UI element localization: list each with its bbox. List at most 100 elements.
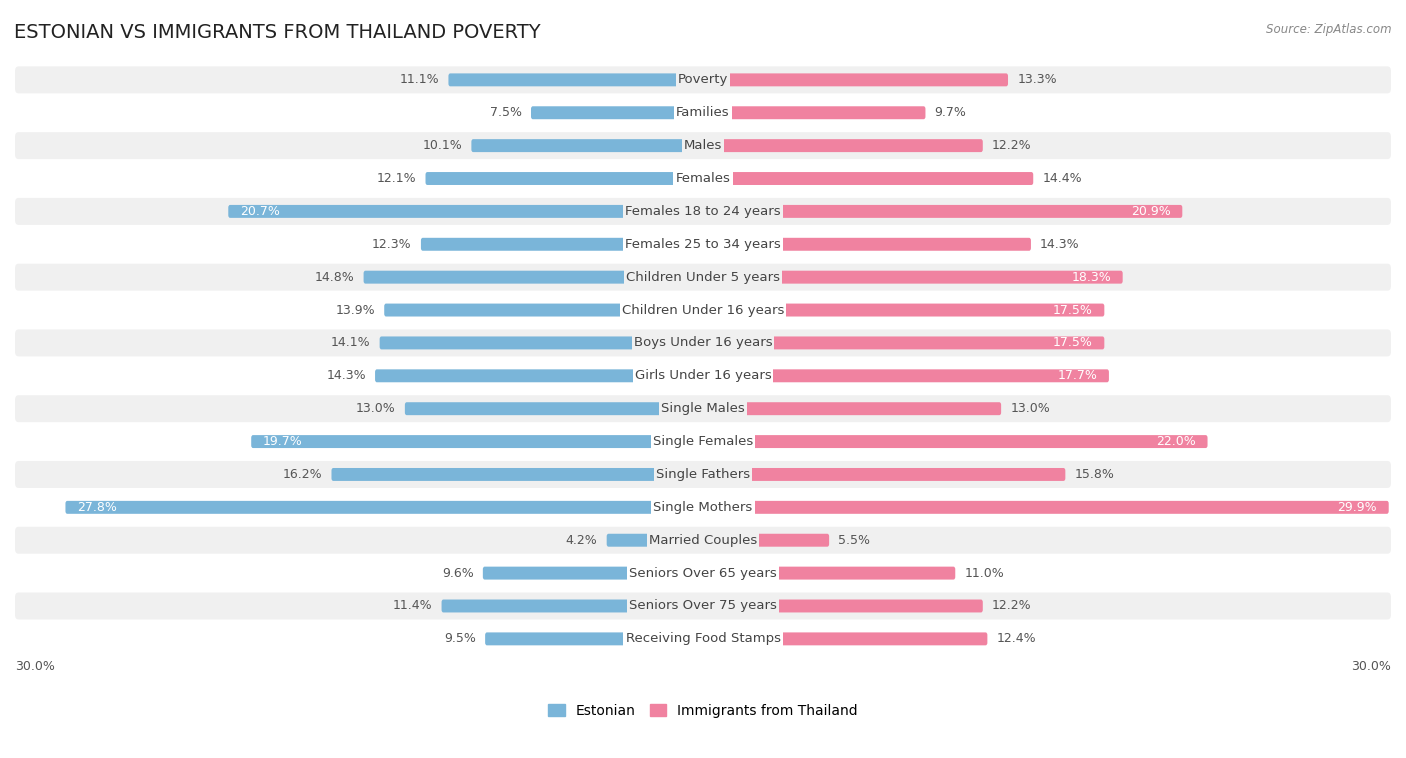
FancyBboxPatch shape xyxy=(426,172,703,185)
Text: 13.0%: 13.0% xyxy=(1011,402,1050,415)
Text: 7.5%: 7.5% xyxy=(489,106,522,119)
FancyBboxPatch shape xyxy=(703,205,1182,218)
Text: 14.1%: 14.1% xyxy=(330,337,370,349)
Text: Females 25 to 34 years: Females 25 to 34 years xyxy=(626,238,780,251)
FancyBboxPatch shape xyxy=(15,362,1391,390)
Text: 12.1%: 12.1% xyxy=(377,172,416,185)
Text: 18.3%: 18.3% xyxy=(1071,271,1111,283)
FancyBboxPatch shape xyxy=(482,567,703,580)
FancyBboxPatch shape xyxy=(420,238,703,251)
FancyBboxPatch shape xyxy=(15,395,1391,422)
Text: 12.2%: 12.2% xyxy=(993,139,1032,152)
FancyBboxPatch shape xyxy=(375,369,703,382)
Text: 13.9%: 13.9% xyxy=(336,303,375,317)
FancyBboxPatch shape xyxy=(15,198,1391,225)
Text: 30.0%: 30.0% xyxy=(15,660,55,673)
Text: 13.0%: 13.0% xyxy=(356,402,395,415)
FancyBboxPatch shape xyxy=(15,165,1391,192)
Text: 12.2%: 12.2% xyxy=(993,600,1032,612)
Text: 16.2%: 16.2% xyxy=(283,468,322,481)
FancyBboxPatch shape xyxy=(15,461,1391,488)
FancyBboxPatch shape xyxy=(332,468,703,481)
Text: 12.4%: 12.4% xyxy=(997,632,1036,645)
Text: Single Fathers: Single Fathers xyxy=(657,468,749,481)
Text: Males: Males xyxy=(683,139,723,152)
Text: Families: Families xyxy=(676,106,730,119)
FancyBboxPatch shape xyxy=(471,139,703,152)
FancyBboxPatch shape xyxy=(15,264,1391,290)
Text: Boys Under 16 years: Boys Under 16 years xyxy=(634,337,772,349)
FancyBboxPatch shape xyxy=(703,435,1208,448)
FancyBboxPatch shape xyxy=(15,230,1391,258)
FancyBboxPatch shape xyxy=(703,369,1109,382)
FancyBboxPatch shape xyxy=(703,238,1031,251)
Text: Females 18 to 24 years: Females 18 to 24 years xyxy=(626,205,780,218)
Text: 10.1%: 10.1% xyxy=(422,139,463,152)
Text: 9.5%: 9.5% xyxy=(444,632,477,645)
Text: 15.8%: 15.8% xyxy=(1074,468,1115,481)
FancyBboxPatch shape xyxy=(15,593,1391,619)
Text: 13.3%: 13.3% xyxy=(1017,74,1057,86)
FancyBboxPatch shape xyxy=(364,271,703,283)
Text: Children Under 5 years: Children Under 5 years xyxy=(626,271,780,283)
FancyBboxPatch shape xyxy=(15,559,1391,587)
FancyBboxPatch shape xyxy=(15,99,1391,127)
Text: Single Males: Single Males xyxy=(661,402,745,415)
Text: 12.3%: 12.3% xyxy=(373,238,412,251)
Text: Girls Under 16 years: Girls Under 16 years xyxy=(634,369,772,382)
Text: 17.7%: 17.7% xyxy=(1057,369,1098,382)
Text: 29.9%: 29.9% xyxy=(1337,501,1378,514)
Text: 5.5%: 5.5% xyxy=(838,534,870,547)
Text: 17.5%: 17.5% xyxy=(1053,337,1092,349)
FancyBboxPatch shape xyxy=(15,527,1391,553)
Text: Seniors Over 75 years: Seniors Over 75 years xyxy=(628,600,778,612)
FancyBboxPatch shape xyxy=(384,303,703,317)
FancyBboxPatch shape xyxy=(15,428,1391,455)
FancyBboxPatch shape xyxy=(252,435,703,448)
Text: 9.7%: 9.7% xyxy=(935,106,966,119)
Text: Single Females: Single Females xyxy=(652,435,754,448)
FancyBboxPatch shape xyxy=(66,501,703,514)
Text: Seniors Over 65 years: Seniors Over 65 years xyxy=(628,567,778,580)
FancyBboxPatch shape xyxy=(228,205,703,218)
FancyBboxPatch shape xyxy=(703,468,1066,481)
FancyBboxPatch shape xyxy=(703,337,1104,349)
Legend: Estonian, Immigrants from Thailand: Estonian, Immigrants from Thailand xyxy=(543,698,863,724)
Text: Receiving Food Stamps: Receiving Food Stamps xyxy=(626,632,780,645)
Text: 14.3%: 14.3% xyxy=(1040,238,1080,251)
FancyBboxPatch shape xyxy=(15,132,1391,159)
FancyBboxPatch shape xyxy=(441,600,703,612)
Text: 20.7%: 20.7% xyxy=(240,205,280,218)
Text: 9.6%: 9.6% xyxy=(441,567,474,580)
FancyBboxPatch shape xyxy=(380,337,703,349)
Text: 14.3%: 14.3% xyxy=(326,369,366,382)
FancyBboxPatch shape xyxy=(703,303,1104,317)
Text: 14.8%: 14.8% xyxy=(315,271,354,283)
Text: 17.5%: 17.5% xyxy=(1053,303,1092,317)
FancyBboxPatch shape xyxy=(15,625,1391,653)
Text: Source: ZipAtlas.com: Source: ZipAtlas.com xyxy=(1267,23,1392,36)
FancyBboxPatch shape xyxy=(485,632,703,645)
Text: 4.2%: 4.2% xyxy=(565,534,598,547)
FancyBboxPatch shape xyxy=(703,106,925,119)
FancyBboxPatch shape xyxy=(703,139,983,152)
FancyBboxPatch shape xyxy=(703,632,987,645)
Text: Single Mothers: Single Mothers xyxy=(654,501,752,514)
FancyBboxPatch shape xyxy=(15,67,1391,93)
Text: 22.0%: 22.0% xyxy=(1156,435,1197,448)
FancyBboxPatch shape xyxy=(15,494,1391,521)
Text: Poverty: Poverty xyxy=(678,74,728,86)
FancyBboxPatch shape xyxy=(606,534,703,547)
Text: Married Couples: Married Couples xyxy=(650,534,756,547)
Text: 19.7%: 19.7% xyxy=(263,435,302,448)
Text: ESTONIAN VS IMMIGRANTS FROM THAILAND POVERTY: ESTONIAN VS IMMIGRANTS FROM THAILAND POV… xyxy=(14,23,541,42)
FancyBboxPatch shape xyxy=(405,402,703,415)
FancyBboxPatch shape xyxy=(703,567,955,580)
FancyBboxPatch shape xyxy=(703,534,830,547)
FancyBboxPatch shape xyxy=(449,74,703,86)
FancyBboxPatch shape xyxy=(15,330,1391,356)
Text: Females: Females xyxy=(675,172,731,185)
Text: 11.0%: 11.0% xyxy=(965,567,1004,580)
FancyBboxPatch shape xyxy=(703,172,1033,185)
Text: 11.4%: 11.4% xyxy=(392,600,433,612)
